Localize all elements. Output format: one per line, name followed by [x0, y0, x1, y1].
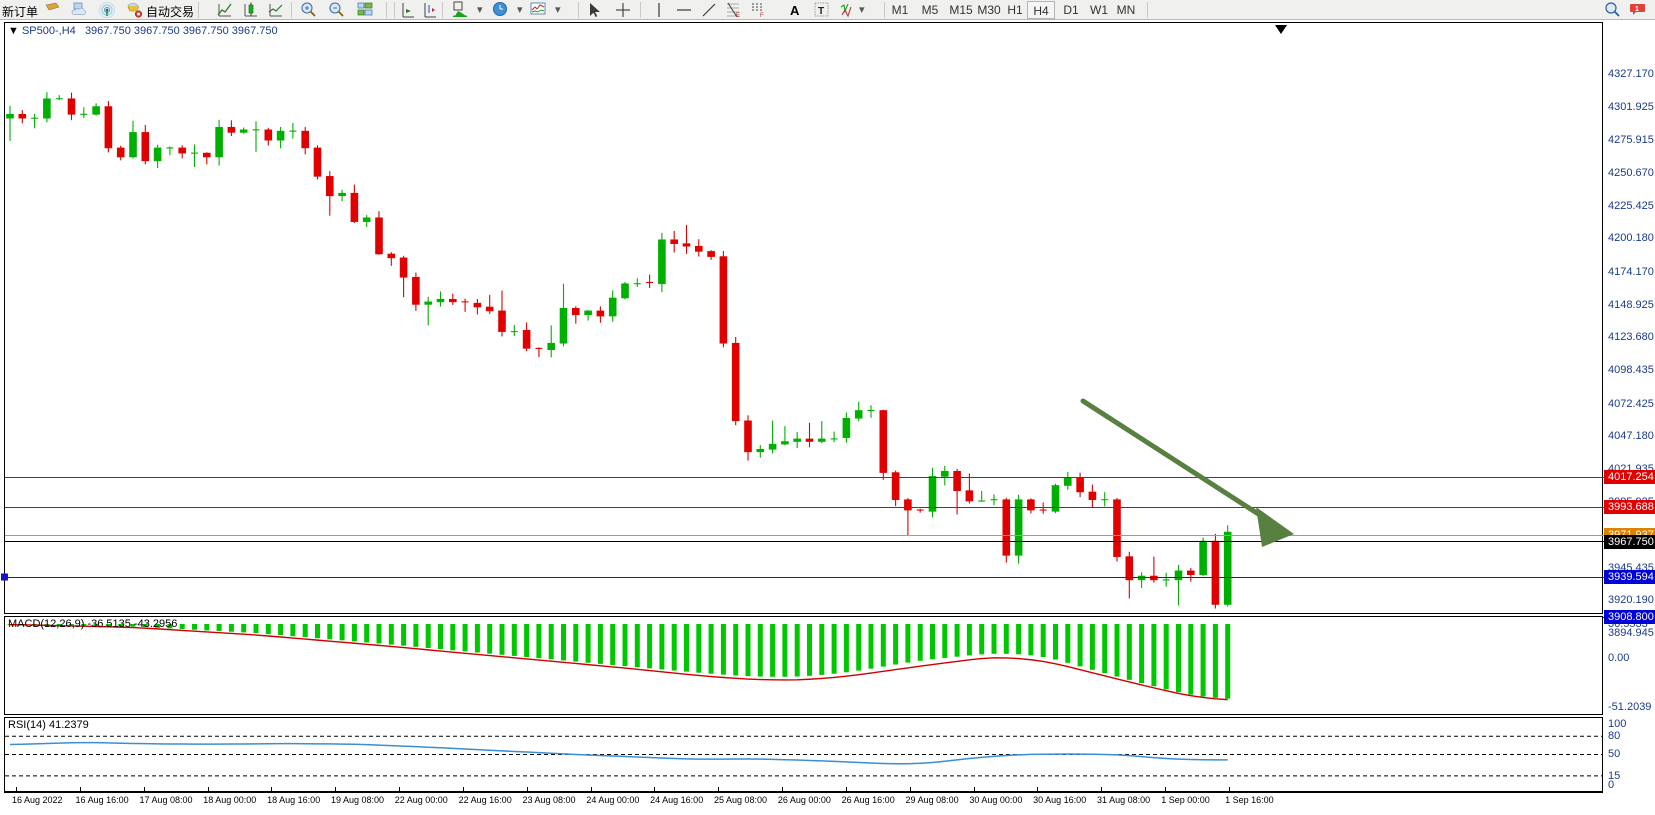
- svg-text:E: E: [736, 13, 740, 19]
- svg-text:1: 1: [1635, 6, 1639, 13]
- svg-text:T: T: [818, 6, 824, 17]
- svg-text:F: F: [760, 13, 764, 19]
